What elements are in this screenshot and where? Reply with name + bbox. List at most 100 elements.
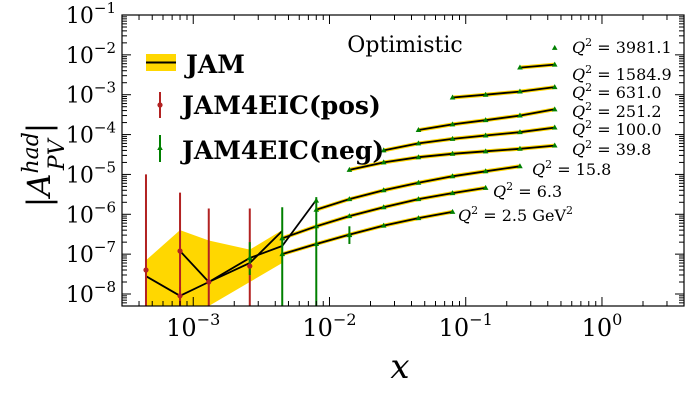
curve-series-2 [316,165,521,211]
legend: JAM JAM4EIC(pos) JAM4EIC(neg) [146,50,384,165]
series-label-7: Q2 = 1584.9 [572,63,672,84]
series-1-point-4 [415,196,422,202]
band-series-0 [282,209,453,257]
jam-uncertainty-band [146,62,555,306]
legend-pos-marker [157,102,163,108]
series-4-point-5 [551,124,558,130]
series-5-point-2 [482,117,489,123]
series-6-point-0 [449,94,456,100]
series-1-point-6 [482,184,489,190]
series-5-point-1 [449,121,456,127]
series-label-5: Q2 = 251.2 [572,100,662,121]
series-4-point-2 [449,135,456,141]
series-3-point-5 [517,145,523,151]
series-7-point-1 [551,61,558,67]
neg-point-0 [246,255,253,261]
neg-point-2 [313,197,320,203]
x-tick-labels: 10−3 10−2 10−1 100 [166,310,622,342]
y-tick-label-7: 10−1 [66,0,116,29]
series-3-point-0 [346,166,353,172]
series-label-6: Q2 = 631.0 [572,81,662,102]
series-4-point-1 [415,140,422,146]
curve-series-1 [281,187,486,240]
legend-jam-label: JAM [184,50,245,79]
pos-point-3 [206,279,212,285]
band-low-x [146,230,283,306]
series-1-point-2 [346,213,353,219]
series-2-point-5 [482,168,489,174]
series-3-point-4 [482,148,489,154]
legend-pos-label: JAM4EIC(pos) [180,91,381,120]
series-5-point-0 [415,127,422,133]
series-3-point-6 [551,142,558,148]
y-tick-label-5: 10−3 [66,79,116,109]
curve-series-6 [452,86,555,99]
series-2-point-2 [380,187,387,193]
pos-point-1 [177,248,183,254]
plot-frame [121,14,685,307]
y-tick-label-2: 10−6 [66,198,116,228]
svg-text:|AhadPV|: |AhadPV| [19,123,70,208]
series-1-point-3 [380,204,387,210]
y-tick-label-1: 10−7 [66,238,116,268]
series-2-point-4 [449,173,456,179]
curve-series-0 [281,211,453,255]
series-0-point-0 [279,251,286,257]
series-4-point-3 [482,132,489,138]
series-7-point-0 [517,64,523,70]
x-axis-label: x [390,347,409,387]
band-series-1 [282,185,486,241]
y-tick-label-0: 10−8 [66,278,116,308]
series-label-4: Q2 = 100.0 [572,118,662,139]
annotation-optimistic: Optimistic [347,33,462,58]
series-6-point-2 [517,88,523,94]
legend-neg-label: JAM4EIC(neg) [180,136,384,165]
series-label-2: Q2 = 15.8 [532,158,611,179]
series-6-point-3 [551,84,558,90]
series-label-8: Q2 = 3981.1 [572,36,672,57]
pos-point-4 [247,263,253,269]
series-8-point-0 [551,44,558,50]
pos-point-0 [143,267,149,273]
series-0-point-3 [380,222,387,228]
legend-neg-marker [157,145,163,150]
y-tick-label-3: 10−5 [66,158,116,188]
y-tick-labels: 10−8 10−7 10−6 10−5 10−4 10−3 10−2 10−1 [66,0,116,308]
series-2-point-1 [346,196,353,202]
series-1-point-1 [313,223,320,229]
series-3-point-3 [449,150,456,156]
series-6-point-1 [482,91,489,97]
series-0-point-5 [449,208,456,214]
axis-ticks [121,14,685,307]
x-tick-label-0: 10−3 [166,310,220,342]
series-3-point-2 [415,154,422,160]
series-5-point-3 [517,112,523,118]
series-2-point-6 [517,163,523,169]
series-2-point-3 [415,179,422,185]
series-1-point-5 [449,190,456,196]
pseudo-data-markers [143,44,558,299]
x-tick-label-1: 10−2 [302,310,356,342]
y-tick-label-6: 10−2 [66,39,116,69]
curve-series-4 [383,126,555,152]
pos-point-2 [177,293,183,299]
series-label-1: Q2 = 6.3 [493,180,562,201]
curve-series-7 [519,63,555,69]
series-0-point-1 [313,240,320,246]
series-label-0: Q2 = 2.5 GeV2 [458,204,573,225]
y-tick-label-4: 10−4 [66,119,116,149]
series-0-point-2 [346,231,353,237]
x-tick-label-3: 100 [582,310,623,342]
series-0-point-4 [415,215,422,221]
series-4-point-4 [517,129,523,135]
series-5-point-4 [551,106,558,112]
series-2-point-0 [313,206,320,212]
series-label-3: Q2 = 39.8 [572,138,651,159]
y-axis-label: |AhadPV| [19,123,70,208]
series-4-point-0 [380,147,387,153]
series-1-point-0 [279,235,286,241]
x-tick-label-2: 10−1 [439,310,493,342]
series-3-point-1 [380,159,387,165]
